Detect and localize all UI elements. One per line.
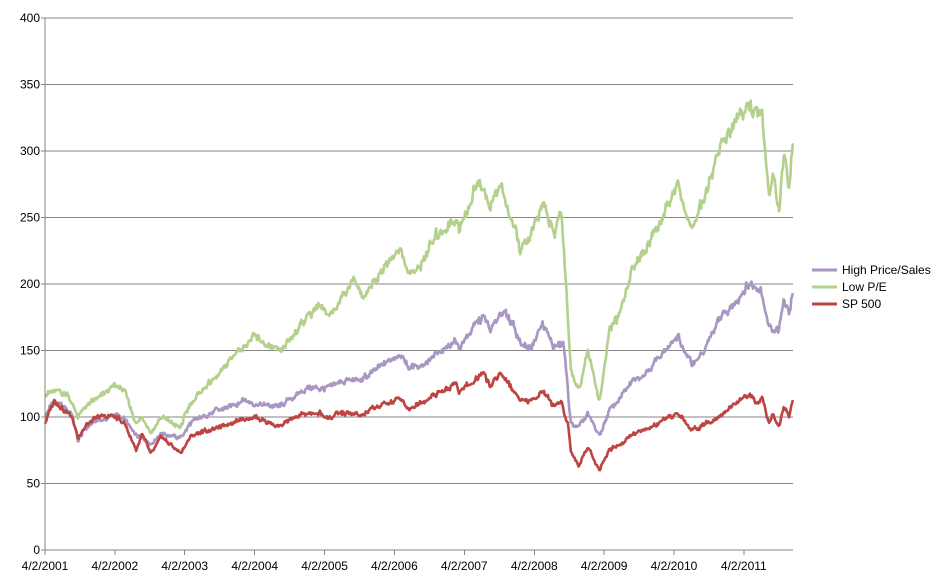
x-tick-label: 4/2/2007 <box>441 559 488 573</box>
legend: High Price/Sales Low P/E SP 500 <box>812 263 931 311</box>
plot-series <box>43 99 795 472</box>
y-tick-label: 350 <box>20 78 40 92</box>
x-tick-label: 4/2/2008 <box>511 559 558 573</box>
x-tick-label: 4/2/2006 <box>371 559 418 573</box>
x-tick-label: 4/2/2010 <box>651 559 698 573</box>
legend-label: High Price/Sales <box>842 263 931 277</box>
y-tick-label: 300 <box>20 144 40 158</box>
x-tick-label: 4/2/2011 <box>721 559 767 573</box>
series-line-high-price-sales <box>43 280 795 447</box>
legend-label: SP 500 <box>842 297 881 311</box>
y-axis-tick-labels: 0 50 100 150 200 250 300 350 400 <box>20 11 45 557</box>
y-tick-label: 0 <box>33 543 40 557</box>
gridlines <box>45 17 793 484</box>
x-tick-label: 4/2/2004 <box>231 559 278 573</box>
y-tick-label: 250 <box>20 211 40 225</box>
y-tick-label: 200 <box>20 277 40 291</box>
x-tick-label: 4/2/2002 <box>91 559 138 573</box>
legend-label: Low P/E <box>842 280 887 294</box>
x-tick-label: 4/2/2003 <box>161 559 208 573</box>
series-line-low-p-e <box>44 99 795 435</box>
x-tick-label: 4/2/2009 <box>581 559 628 573</box>
y-tick-label: 400 <box>20 11 40 25</box>
y-tick-label: 150 <box>20 344 40 358</box>
y-tick-label: 50 <box>27 477 41 491</box>
x-tick-label: 4/2/2005 <box>301 559 348 573</box>
x-axis-tick-labels: 4/2/2001 4/2/2002 4/2/2003 4/2/2004 4/2/2005… <box>22 550 767 573</box>
series-line-sp-500 <box>43 370 795 472</box>
y-tick-label: 100 <box>20 410 40 424</box>
x-tick-label: 4/2/2001 <box>22 559 69 573</box>
